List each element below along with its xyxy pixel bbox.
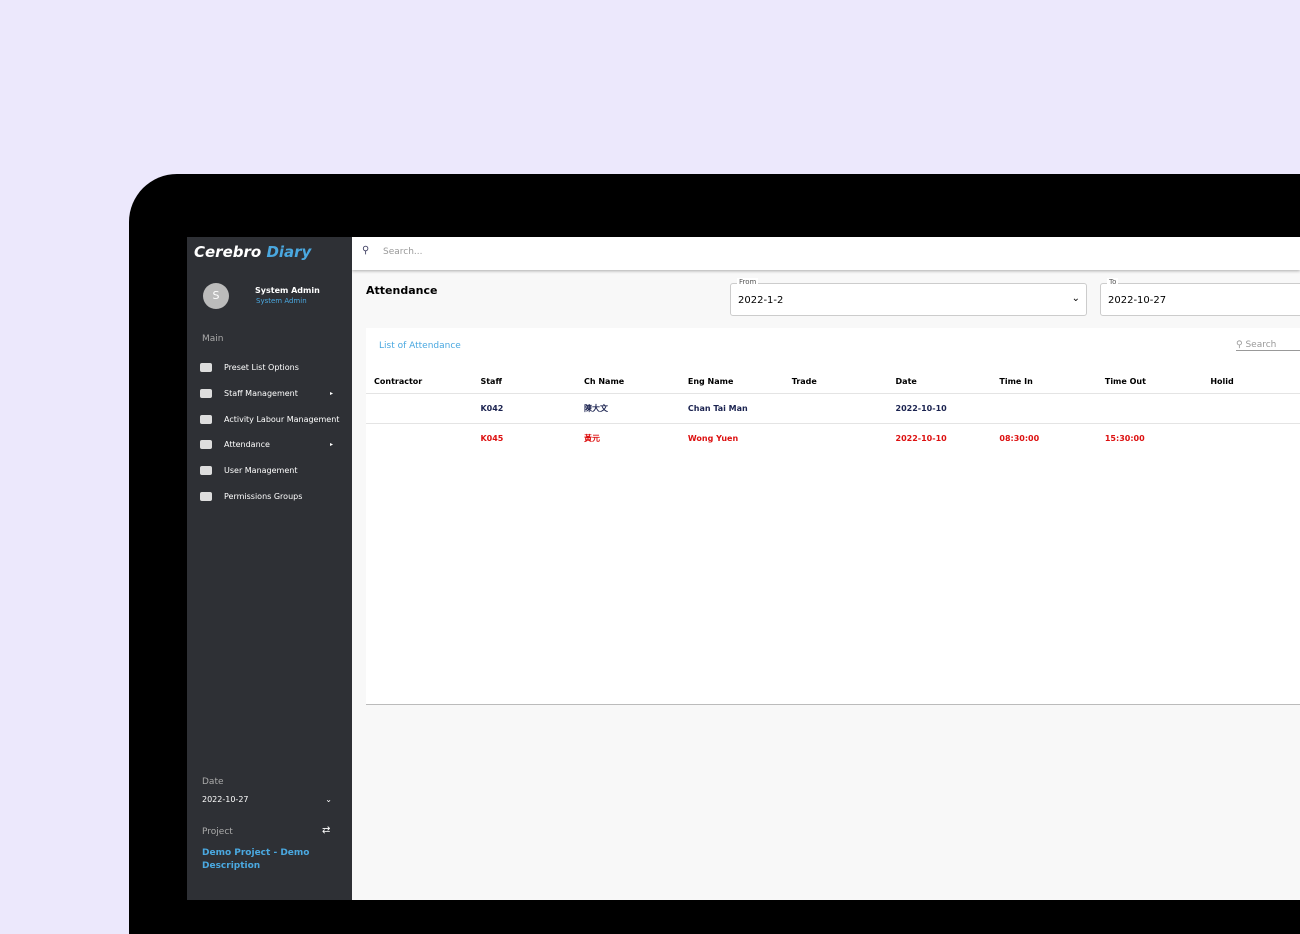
table-card: List of Attendance ⚲ Search Contractor St…: [366, 328, 1300, 705]
table-cell: K045: [472, 422, 576, 453]
table-search[interactable]: ⚲ Search: [1236, 340, 1300, 351]
table-title: List of Attendance: [379, 341, 461, 351]
table-cell: [991, 392, 1097, 423]
column-header: Staff: [480, 377, 502, 387]
page: Cerebro Diary S System Admin System Admi…: [129, 174, 1300, 934]
logo-text: Cerebro: [194, 243, 262, 261]
table-row[interactable]: K042 陳大文 Chan Tai Man 2022-10-10: [366, 392, 1300, 423]
menu-label: Activity Labour Management: [224, 414, 340, 424]
table: Contractor Staff Ch Name Eng Name Trade Date T…: [366, 371, 1300, 453]
table-cell: 08:30:00: [991, 422, 1097, 453]
sidebar: Cerebro Diary S System Admin System Admi…: [187, 237, 352, 900]
table-cell: [783, 392, 888, 423]
table-cell: [366, 422, 473, 453]
menu-heading: Main: [202, 334, 224, 344]
menu-icon: [200, 466, 212, 476]
table-cell: [366, 392, 473, 423]
submenu-arrow: ▸: [330, 389, 334, 397]
project-label: Project: [202, 827, 233, 837]
column-header: Date: [895, 377, 917, 387]
date-label: Date: [202, 777, 224, 787]
column-header: Eng Name: [687, 377, 734, 387]
logo: Cerebro Diary: [194, 243, 311, 261]
field-label: To: [1107, 278, 1119, 286]
to-field[interactable]: To 2022-10-27: [1100, 278, 1300, 316]
header-row: Contractor Staff Ch Name Eng Name Trade Date T…: [366, 371, 1300, 393]
table-cell: 黃元: [576, 422, 680, 453]
menu-label: User Management: [224, 466, 298, 476]
user-name: System Admin: [255, 286, 320, 295]
search-placeholder: Search...: [383, 247, 423, 257]
switch-icon[interactable]: ⇄: [322, 825, 331, 836]
field-label: From: [737, 278, 759, 286]
table-search-placeholder: Search: [1245, 340, 1277, 350]
user-role: System Admin: [256, 297, 307, 305]
logo-text: Diary: [266, 243, 312, 261]
avatar: S: [203, 283, 229, 309]
search-icon: ⚲: [362, 245, 370, 256]
table-cell: 2022-10-10: [887, 392, 992, 423]
menu-icon: [200, 414, 212, 424]
table-cell: [783, 422, 888, 453]
column-header: Holid: [1210, 377, 1234, 387]
column-header: Time Out: [1104, 377, 1146, 387]
menu-icon: [200, 492, 212, 501]
menu-icon: [200, 388, 212, 398]
menu-label: Attendance: [224, 440, 270, 450]
table-cell: Wong Yuen: [679, 422, 784, 453]
submenu-arrow: ▸: [330, 441, 334, 449]
menu-item[interactable]: Preset List Options: [200, 363, 299, 372]
menu-label: Permissions Groups: [224, 492, 303, 501]
menu-label: Staff Management: [224, 388, 298, 398]
menu-item[interactable]: Permissions Groups: [200, 492, 302, 501]
column-header: Ch Name: [584, 377, 625, 387]
table-cell: Chan Tai Man: [679, 392, 784, 423]
column-header: Contractor: [374, 377, 423, 387]
menu-icon: [200, 440, 212, 450]
table-cell: 陳大文: [576, 392, 680, 423]
field-value: 2022-1-2: [738, 295, 784, 306]
date-select[interactable]: 2022-10-27 ⌄: [202, 795, 332, 804]
project-value[interactable]: Demo Project - Demo Description: [202, 848, 310, 871]
date-value: 2022-10-27: [202, 795, 249, 804]
menu-item[interactable]: User Management: [200, 466, 298, 476]
menu-icon: [200, 363, 212, 372]
table-cell: [1202, 392, 1300, 423]
column-header: Time In: [999, 377, 1033, 387]
menu-item[interactable]: Attendance ▸: [200, 440, 333, 450]
from-field[interactable]: From 2022-1-2 ⌄: [730, 278, 1087, 316]
table-cell: K042: [472, 392, 576, 423]
table-cell: [1096, 392, 1203, 423]
table-cell: 2022-10-10: [887, 422, 992, 453]
search-bar[interactable]: ⚲ Search...: [352, 237, 1300, 270]
table-cell: 15:30:00: [1096, 422, 1203, 453]
table-row[interactable]: K045 黃元 Wong Yuen 2022-10-10 08:30:00 15:30:0…: [366, 422, 1300, 453]
field-value: 2022-10-27: [1108, 295, 1167, 306]
menu-label: Preset List Options: [224, 363, 299, 372]
column-header: Trade: [791, 377, 817, 387]
table-cell: [1202, 422, 1300, 453]
menu-item[interactable]: Activity Labour Management: [200, 414, 340, 424]
menu-item[interactable]: Staff Management ▸: [200, 388, 333, 398]
page-title: Attendance: [366, 284, 438, 297]
main: ⚲ Search... Attendance From 2022-1-2 ⌄ To 2…: [352, 237, 1300, 900]
